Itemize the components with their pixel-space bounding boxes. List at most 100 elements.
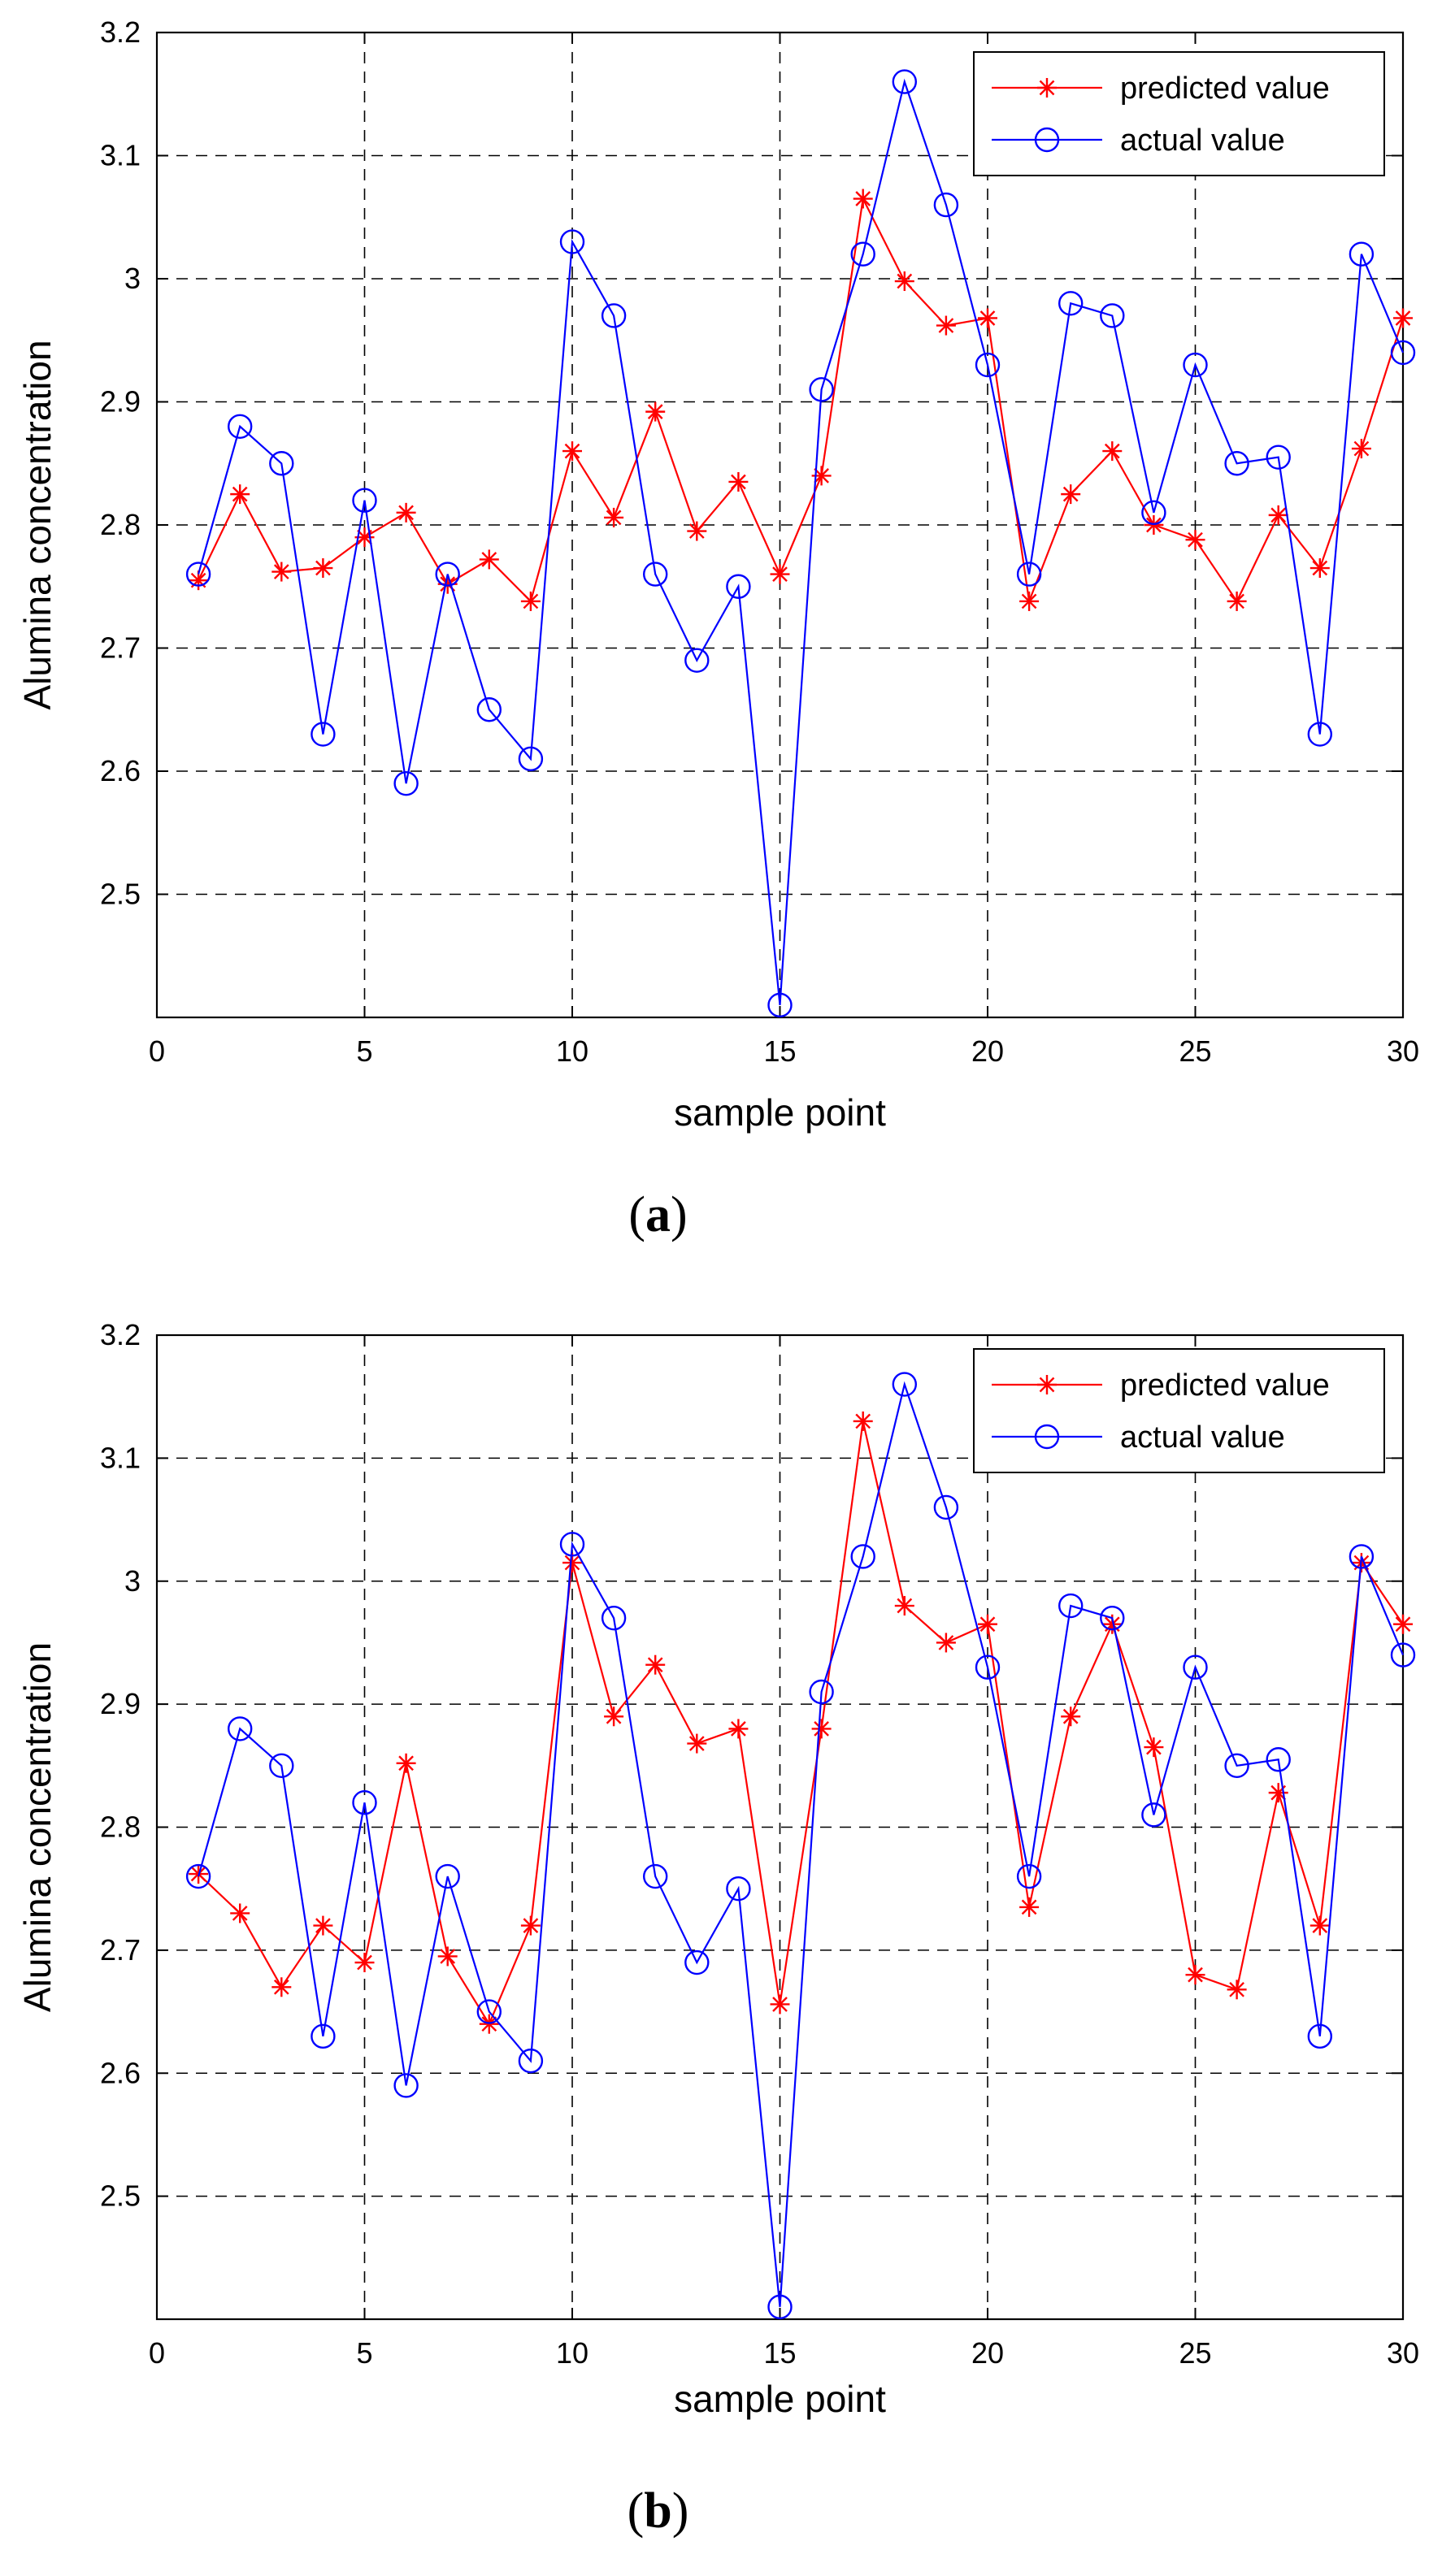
data-point: [687, 1733, 707, 1754]
y-tick-label: 2.5: [100, 878, 141, 911]
data-point: [1393, 308, 1413, 328]
caption-letter: b: [644, 2483, 671, 2539]
data-point: [1183, 1654, 1208, 1680]
legend-label: actual value: [1120, 1420, 1285, 1455]
data-point: [435, 562, 460, 587]
series-line: [198, 1420, 1404, 2027]
data-point: [726, 574, 751, 599]
legend-box: [973, 51, 1385, 176]
data-point: [479, 549, 499, 570]
data-point: [1310, 1915, 1330, 1936]
y-tick-label: 3.1: [100, 1441, 141, 1474]
data-point: [1349, 1544, 1375, 1569]
data-point: [185, 562, 211, 587]
y-tick-label: 2.9: [100, 385, 141, 418]
data-point: [352, 1790, 377, 1815]
y-tick-label: 2.8: [100, 508, 141, 541]
x-tick-label: 10: [556, 1034, 589, 1068]
series-line: [198, 195, 1405, 605]
data-point: [559, 1532, 585, 1557]
data-point: [1268, 1783, 1288, 1803]
data-point: [978, 1614, 997, 1634]
data-point: [396, 502, 416, 523]
data-point: [811, 466, 832, 486]
data-point: [894, 1596, 914, 1616]
series-predicted-value: [189, 1411, 1413, 2034]
data-point: [269, 451, 294, 476]
data-point: [770, 1994, 790, 2014]
data-point: [1390, 340, 1416, 366]
data-point: [1141, 1802, 1166, 1828]
y-axis-label: Alumina concentration: [16, 340, 59, 709]
legend: predicted value actual value: [973, 1348, 1385, 1473]
y-axis-label: Alumina concentration: [16, 1642, 59, 2012]
data-point: [894, 271, 914, 292]
data-point: [645, 1654, 666, 1675]
legend-label: predicted value: [1120, 1368, 1330, 1403]
series-actual-value: [185, 69, 1416, 1018]
y-tick-label: 3: [124, 1564, 141, 1598]
data-point: [933, 1494, 959, 1520]
data-point: [396, 1753, 416, 1773]
legend-box: [973, 1348, 1385, 1473]
data-point: [1141, 500, 1166, 526]
data-point: [393, 2073, 419, 2098]
data-point: [1061, 1706, 1081, 1727]
data-point: [1058, 1593, 1084, 1619]
data-point: [1185, 1965, 1205, 1985]
x-tick-label: 30: [1387, 1034, 1419, 1068]
data-point: [1393, 1614, 1413, 1634]
data-point: [1019, 1897, 1040, 1917]
data-point: [975, 1654, 1001, 1680]
data-point: [853, 189, 873, 209]
data-point: [185, 1863, 211, 1889]
data-point: [269, 1753, 294, 1779]
data-point: [1390, 1642, 1416, 1667]
data-point: [1016, 1863, 1042, 1889]
data-point: [892, 69, 918, 94]
data-point: [767, 2294, 793, 2320]
data-point: [230, 1903, 250, 1923]
legend-marker: [1037, 1375, 1057, 1394]
data-point: [1100, 303, 1125, 328]
panel-caption: (a): [628, 1187, 687, 1242]
y-tick-label: 2.6: [100, 2056, 141, 2089]
data-point: [271, 562, 292, 582]
data-point: [770, 564, 790, 584]
x-axis-label: sample point: [674, 1091, 886, 1134]
caption-open-paren: (: [628, 1187, 645, 1242]
caption-open-paren: (: [628, 2483, 645, 2539]
data-point: [850, 241, 875, 267]
x-tick-label: 15: [763, 1034, 796, 1068]
data-point: [687, 521, 707, 541]
data-point: [1349, 241, 1375, 267]
data-point: [228, 414, 253, 439]
data-point: [311, 722, 336, 747]
data-point: [1227, 591, 1247, 611]
x-tick-label: 5: [356, 1034, 372, 1068]
data-point: [476, 697, 502, 722]
data-point: [1266, 445, 1291, 470]
data-point: [728, 1719, 749, 1739]
x-tick-label: 0: [149, 1034, 165, 1068]
data-point: [520, 591, 541, 611]
x-tick-label: 0: [149, 2336, 165, 2370]
data-point: [228, 1716, 253, 1741]
data-point: [684, 1949, 710, 1975]
x-tick-label: 10: [556, 2336, 589, 2370]
data-point: [604, 1706, 624, 1727]
data-point: [1144, 1737, 1164, 1758]
legend: predicted value actual value: [973, 51, 1385, 176]
series-line: [198, 78, 1405, 1005]
data-point: [728, 471, 749, 492]
x-tick-label: 30: [1387, 2336, 1419, 2370]
legend-marker: [1034, 1424, 1060, 1450]
data-point: [1016, 562, 1042, 587]
data-point: [684, 648, 710, 673]
data-point: [643, 1863, 668, 1889]
data-point: [1268, 505, 1288, 525]
legend-marker: [1034, 127, 1060, 153]
series-actual-value: [185, 1372, 1416, 2320]
data-point: [1058, 291, 1084, 316]
